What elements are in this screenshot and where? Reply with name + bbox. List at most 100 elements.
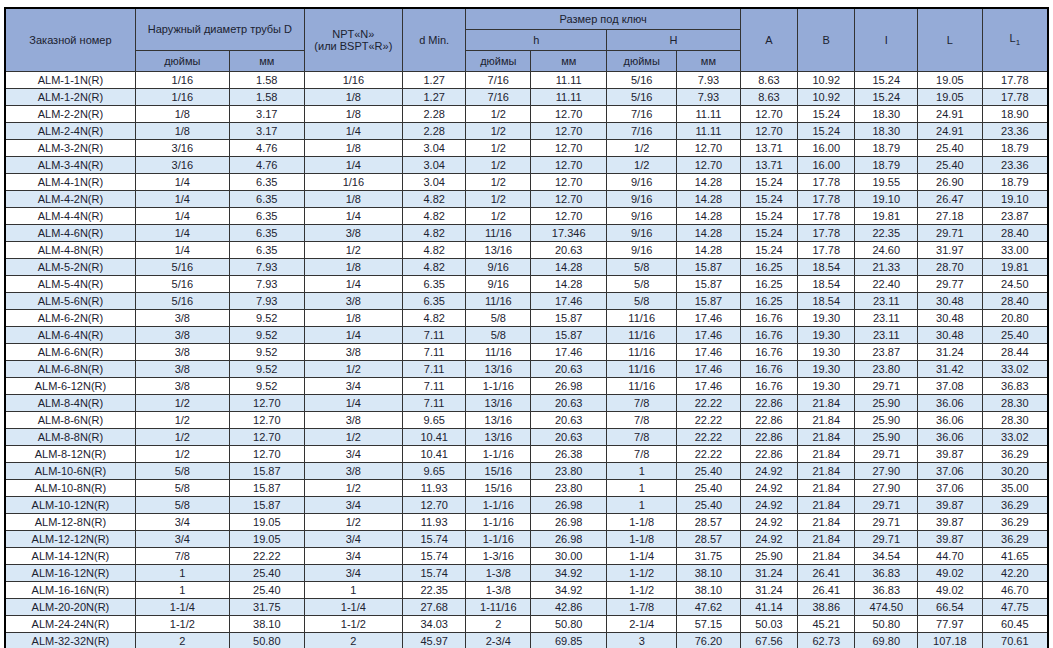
cell-npt: 3/8 <box>304 293 402 310</box>
cell-d-inches: 2 <box>135 633 229 648</box>
cell-H-inches: 1 <box>607 463 677 480</box>
cell-I: 25.90 <box>855 412 918 429</box>
cell-h-mm: 20.63 <box>531 242 607 259</box>
cell-H-inches: 1-7/8 <box>607 599 677 616</box>
cell-A: 16.25 <box>740 293 797 310</box>
cell-d-min: 1.27 <box>402 72 466 89</box>
table-row: ALM-32-32N(R)250.80245.972-3/469.85376.2… <box>5 633 1048 648</box>
cell-d-inches: 3/8 <box>135 361 229 378</box>
cell-d-mm: 15.87 <box>229 497 304 514</box>
cell-h-mm: 12.70 <box>531 106 607 123</box>
cell-order-number: ALM-1-1N(R) <box>5 72 135 89</box>
cell-npt: 1/2 <box>304 480 402 497</box>
cell-order-number: ALM-6-6N(R) <box>5 344 135 361</box>
cell-h-inches: 7/16 <box>466 72 531 89</box>
cell-h-mm: 20.63 <box>531 412 607 429</box>
cell-npt: 1 <box>304 582 402 599</box>
cell-d-min: 4.82 <box>402 310 466 327</box>
cell-d-mm: 6.35 <box>229 191 304 208</box>
cell-h-inches: 1-3/8 <box>466 565 531 582</box>
cell-L1: 28.30 <box>982 395 1048 412</box>
cell-A: 24.92 <box>740 480 797 497</box>
cell-L1: 18.79 <box>982 174 1048 191</box>
cell-A: 15.24 <box>740 191 797 208</box>
cell-L1: 19.81 <box>982 259 1048 276</box>
cell-d-mm: 6.35 <box>229 208 304 225</box>
cell-h-inches: 15/16 <box>466 480 531 497</box>
cell-d-inches: 1/2 <box>135 429 229 446</box>
cell-L1: 36.29 <box>982 446 1048 463</box>
cell-h-mm: 20.63 <box>531 429 607 446</box>
cell-B: 21.84 <box>798 446 855 463</box>
cell-A: 13.71 <box>740 140 797 157</box>
cell-d-inches: 1/4 <box>135 174 229 191</box>
cell-H-inches: 3 <box>607 633 677 648</box>
cell-order-number: ALM-10-6N(R) <box>5 463 135 480</box>
cell-d-min: 6.35 <box>402 293 466 310</box>
cell-h-mm: 12.70 <box>531 174 607 191</box>
cell-L: 24.91 <box>918 106 983 123</box>
cell-A: 41.14 <box>740 599 797 616</box>
cell-h-mm: 26.98 <box>531 497 607 514</box>
cell-order-number: ALM-4-8N(R) <box>5 242 135 259</box>
cell-H-mm: 7.93 <box>677 89 741 106</box>
cell-H-mm: 22.22 <box>677 395 741 412</box>
cell-order-number: ALM-3-2N(R) <box>5 140 135 157</box>
cell-L: 37.06 <box>918 463 983 480</box>
cell-L: 39.87 <box>918 497 983 514</box>
cell-h-mm: 15.87 <box>531 310 607 327</box>
cell-H-inches: 7/8 <box>607 395 677 412</box>
table-row: ALM-4-6N(R)1/46.353/84.8211/1617.3469/16… <box>5 225 1048 242</box>
cell-h-inches: 2-3/4 <box>466 633 531 648</box>
table-row: ALM-4-8N(R)1/46.351/24.8213/1620.639/161… <box>5 242 1048 259</box>
cell-H-mm: 11.11 <box>677 123 741 140</box>
cell-d-min: 11.93 <box>402 480 466 497</box>
cell-I: 23.87 <box>855 344 918 361</box>
cell-h-mm: 26.98 <box>531 514 607 531</box>
cell-order-number: ALM-2-2N(R) <box>5 106 135 123</box>
cell-d-mm: 4.76 <box>229 140 304 157</box>
cell-order-number: ALM-32-32N(R) <box>5 633 135 648</box>
cell-B: 38.86 <box>798 599 855 616</box>
cell-B: 21.84 <box>798 412 855 429</box>
cell-npt: 1-1/4 <box>304 599 402 616</box>
cell-I: 23.80 <box>855 361 918 378</box>
cell-A: 8.63 <box>740 89 797 106</box>
cell-d-inches: 1-1/2 <box>135 616 229 633</box>
cell-A: 16.76 <box>740 361 797 378</box>
cell-L: 24.91 <box>918 123 983 140</box>
cell-d-inches: 7/8 <box>135 548 229 565</box>
cell-d-min: 10.41 <box>402 446 466 463</box>
cell-h-inches: 11/16 <box>466 293 531 310</box>
cell-L1: 33.02 <box>982 429 1048 446</box>
cell-L: 36.06 <box>918 429 983 446</box>
cell-L: 27.18 <box>918 208 983 225</box>
cell-d-min: 7.11 <box>402 378 466 395</box>
cell-order-number: ALM-5-4N(R) <box>5 276 135 293</box>
cell-h-mm: 12.70 <box>531 123 607 140</box>
cell-H-inches: 7/8 <box>607 429 677 446</box>
cell-h-mm: 26.98 <box>531 531 607 548</box>
cell-L1: 28.44 <box>982 344 1048 361</box>
cell-d-min: 9.65 <box>402 463 466 480</box>
cell-H-inches: 2-1/4 <box>607 616 677 633</box>
cell-h-mm: 69.85 <box>531 633 607 648</box>
table-row: ALM-5-6N(R)5/167.933/86.3511/1617.465/81… <box>5 293 1048 310</box>
cell-B: 26.41 <box>798 565 855 582</box>
cell-I: 15.24 <box>855 72 918 89</box>
cell-H-inches: 5/8 <box>607 293 677 310</box>
cell-h-mm: 50.80 <box>531 616 607 633</box>
cell-B: 21.84 <box>798 395 855 412</box>
cell-L: 30.48 <box>918 293 983 310</box>
cell-order-number: ALM-5-2N(R) <box>5 259 135 276</box>
cell-H-mm: 25.40 <box>677 497 741 514</box>
cell-L1: 19.10 <box>982 191 1048 208</box>
cell-L: 37.06 <box>918 480 983 497</box>
cell-h-mm: 12.70 <box>531 157 607 174</box>
cell-B: 15.24 <box>798 123 855 140</box>
cell-L: 25.40 <box>918 157 983 174</box>
cell-H-inches: 1 <box>607 480 677 497</box>
cell-L: 37.08 <box>918 378 983 395</box>
cell-A: 16.76 <box>740 310 797 327</box>
cell-h-mm: 11.11 <box>531 89 607 106</box>
